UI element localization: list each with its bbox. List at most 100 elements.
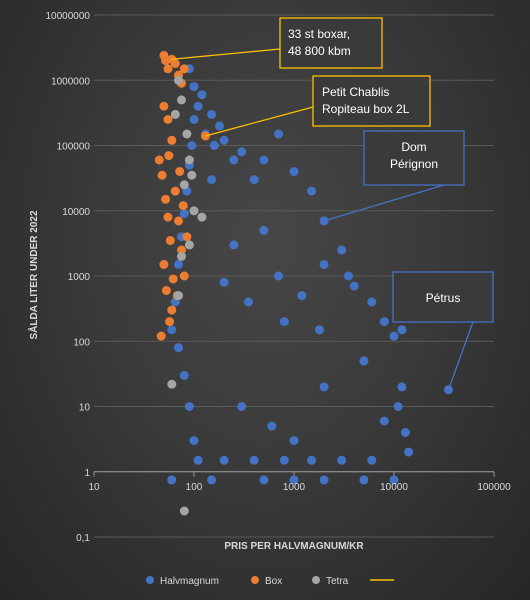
callout-text: 33 st boxar, [288, 27, 350, 41]
callout-text: 48 800 kbm [288, 44, 351, 58]
data-point [197, 212, 207, 222]
data-point [249, 455, 259, 465]
data-point [319, 260, 329, 269]
data-point [259, 225, 269, 235]
data-point [274, 271, 283, 281]
data-point [219, 455, 229, 465]
data-point [156, 331, 166, 341]
data-point [179, 64, 189, 74]
data-point [167, 475, 177, 485]
data-point [359, 475, 369, 485]
data-point [179, 370, 189, 380]
data-point [187, 170, 197, 180]
callout-leader [447, 321, 474, 391]
data-point [267, 421, 277, 431]
data-point [184, 155, 194, 165]
legend-item: Tetra [312, 576, 349, 587]
data-point [165, 236, 175, 245]
y-tick-label: 1000 [68, 272, 91, 283]
callout: Dom Pérignon [323, 130, 465, 222]
data-point [165, 317, 175, 327]
data-point [178, 201, 188, 211]
callout-text: Pérignon [390, 157, 438, 171]
data-point [393, 402, 403, 411]
legend-label: Halvmagnum [160, 576, 219, 587]
legend-marker [312, 576, 320, 584]
data-point [187, 141, 197, 150]
callout-text: Pétrus [426, 291, 461, 305]
data-point [189, 436, 199, 446]
data-point [289, 475, 299, 485]
data-point [174, 343, 183, 353]
data-point [179, 506, 189, 516]
data-point [174, 291, 183, 301]
callout-leader [205, 106, 314, 137]
data-point [400, 428, 410, 437]
data-point [154, 155, 164, 165]
data-point [237, 402, 247, 411]
y-tick-label: 10 [79, 403, 91, 414]
data-point [319, 382, 329, 392]
callout-text: Dom [401, 140, 426, 154]
callout-text: Ropiteau box 2L [322, 102, 410, 116]
data-point [167, 325, 177, 335]
data-point [279, 317, 289, 327]
data-point [189, 82, 199, 92]
data-point [182, 232, 192, 242]
data-point [274, 129, 283, 139]
axis-titles: PRIS PER HALVMAGNUM/KR SÅLDA LITER UNDER… [27, 210, 364, 552]
data-point [161, 286, 171, 295]
data-point [379, 416, 389, 426]
data-point [170, 186, 180, 196]
data-point [207, 475, 217, 485]
data-point [259, 155, 269, 165]
data-point [159, 101, 169, 111]
data-point [397, 325, 407, 335]
callout-leader [323, 184, 445, 222]
callout-text: Petit Chablis [322, 85, 389, 99]
legend-marker [251, 576, 259, 584]
x-tick-label: 10 [88, 482, 100, 493]
y-tick-label: 1 [84, 468, 90, 479]
data-point [319, 216, 329, 226]
data-point [182, 129, 192, 139]
callout: Petit Chablis Ropiteau box 2L [205, 75, 431, 137]
y-tick-label: 10000 [62, 207, 90, 218]
data-point [179, 180, 189, 190]
data-point [163, 64, 173, 74]
legend-label: Tetra [326, 576, 349, 587]
data-point [170, 59, 180, 69]
data-point [189, 206, 199, 216]
data-point [319, 475, 329, 485]
data-point [164, 151, 174, 161]
data-point [367, 297, 377, 307]
data-point [279, 455, 289, 465]
callout-box [279, 17, 383, 69]
data-point [389, 475, 399, 485]
callout-leader [171, 48, 281, 60]
legend: Halvmagnum Box Tetra [146, 576, 394, 587]
data-point [159, 260, 169, 269]
data-point [209, 141, 219, 150]
data-point [229, 240, 239, 250]
legend-label: Box [265, 576, 282, 587]
legend-item: Box [251, 576, 282, 587]
callouts: 33 st boxar, 48 800 kbm Petit Chablis Ropit… [171, 17, 494, 391]
callout-box [363, 130, 465, 186]
callout-box [392, 271, 494, 323]
data-point [219, 277, 229, 287]
gridlines [93, 14, 495, 538]
data-point [289, 167, 299, 176]
data-point [163, 115, 173, 124]
data-point [243, 297, 253, 307]
data-point [179, 271, 189, 281]
data-point [167, 379, 177, 389]
callout: Pétrus [392, 271, 494, 391]
data-point [193, 455, 203, 465]
data-point [184, 240, 194, 250]
legend-item: Halvmagnum [146, 576, 219, 587]
data-point [337, 455, 347, 465]
data-point [197, 90, 207, 100]
x-tick-label: 100000 [477, 482, 511, 493]
